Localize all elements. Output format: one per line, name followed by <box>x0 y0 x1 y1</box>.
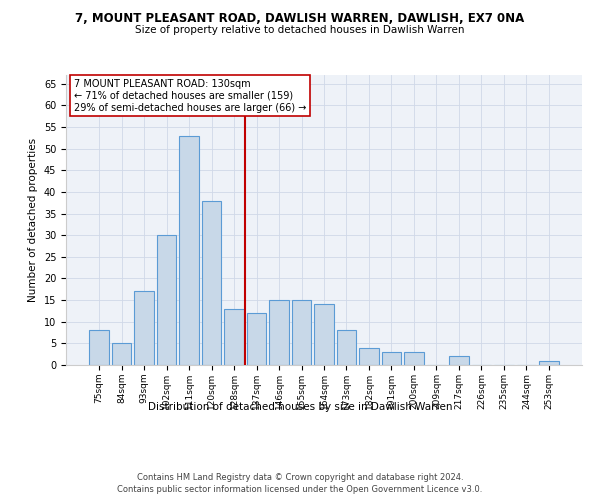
Bar <box>269 300 289 365</box>
Bar <box>314 304 334 365</box>
Y-axis label: Number of detached properties: Number of detached properties <box>28 138 38 302</box>
Bar <box>337 330 356 365</box>
Bar <box>382 352 401 365</box>
Text: 7 MOUNT PLEASANT ROAD: 130sqm
← 71% of detached houses are smaller (159)
29% of : 7 MOUNT PLEASANT ROAD: 130sqm ← 71% of d… <box>74 80 306 112</box>
Text: Contains public sector information licensed under the Open Government Licence v3: Contains public sector information licen… <box>118 485 482 494</box>
Bar <box>112 344 131 365</box>
Bar <box>449 356 469 365</box>
Bar <box>404 352 424 365</box>
Text: Contains HM Land Registry data © Crown copyright and database right 2024.: Contains HM Land Registry data © Crown c… <box>137 472 463 482</box>
Bar <box>89 330 109 365</box>
Bar <box>134 292 154 365</box>
Text: Size of property relative to detached houses in Dawlish Warren: Size of property relative to detached ho… <box>135 25 465 35</box>
Bar <box>224 308 244 365</box>
Bar <box>539 360 559 365</box>
Bar <box>202 200 221 365</box>
Bar <box>157 235 176 365</box>
Bar <box>247 313 266 365</box>
Text: Distribution of detached houses by size in Dawlish Warren: Distribution of detached houses by size … <box>148 402 452 412</box>
Bar <box>179 136 199 365</box>
Text: 7, MOUNT PLEASANT ROAD, DAWLISH WARREN, DAWLISH, EX7 0NA: 7, MOUNT PLEASANT ROAD, DAWLISH WARREN, … <box>76 12 524 26</box>
Bar <box>292 300 311 365</box>
Bar <box>359 348 379 365</box>
